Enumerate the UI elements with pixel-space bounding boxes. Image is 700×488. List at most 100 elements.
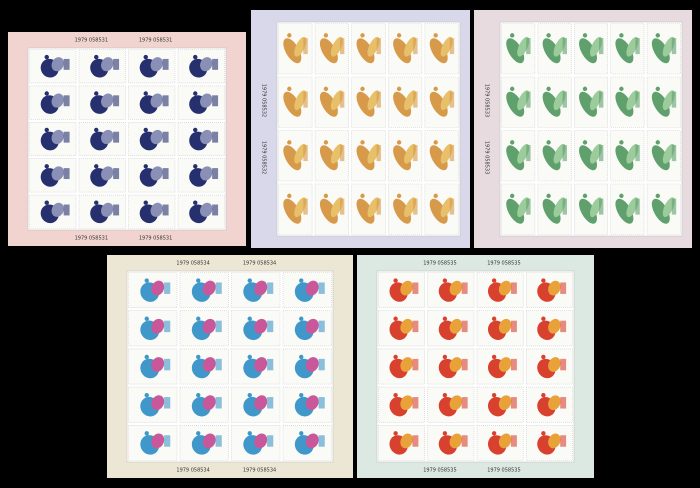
athlete-head — [491, 392, 497, 398]
athlete-figure — [579, 38, 597, 64]
athlete-head — [541, 392, 546, 398]
stamp-inscription — [560, 435, 567, 447]
athlete-figure — [356, 91, 375, 117]
athlete-head — [393, 354, 398, 360]
athlete-head — [393, 392, 398, 398]
athlete-figure — [200, 129, 213, 145]
athlete-head — [442, 316, 448, 321]
athlete-figure — [615, 145, 634, 171]
athlete-head — [144, 431, 149, 436]
athlete-figure — [542, 91, 561, 117]
athlete-figure — [294, 143, 307, 164]
stamp-inscription — [339, 91, 345, 108]
sheet-number: 1979 058531 — [75, 38, 108, 44]
sheet-number: 1979 058534 — [243, 468, 276, 474]
athlete-head — [196, 354, 201, 360]
athlete-head — [143, 54, 148, 60]
athlete-figure — [330, 197, 343, 218]
athlete-head — [299, 392, 304, 398]
athlete-figure — [440, 143, 453, 164]
athlete-figure — [151, 318, 165, 334]
athlete-figure — [626, 143, 639, 164]
athlete-head — [442, 431, 448, 436]
athlete-figure — [615, 38, 634, 64]
athlete-figure — [548, 280, 561, 296]
athlete-head — [143, 164, 148, 169]
stamp-inscription — [510, 358, 517, 371]
stamp-inscription — [412, 320, 419, 333]
athlete-figure — [498, 280, 512, 296]
stamp-inscription — [526, 38, 531, 55]
stamp-inscription — [339, 145, 345, 162]
athlete-head — [144, 392, 149, 398]
athlete-head — [546, 140, 551, 145]
stamp-inscription — [215, 358, 222, 371]
sheet-number: 1979 058535 — [423, 468, 456, 474]
stamp-inscription — [526, 145, 531, 162]
athlete-head — [299, 316, 304, 321]
athlete-figure — [294, 197, 307, 218]
athlete-head — [442, 392, 448, 398]
stamp-inscription — [339, 198, 345, 215]
stamp-inscription — [303, 91, 308, 108]
athlete-figure — [319, 198, 338, 224]
athlete-head — [360, 33, 365, 38]
athlete-figure — [202, 395, 216, 411]
stamp-inscription — [599, 91, 604, 108]
sheet-number: 1979 058534 — [176, 468, 209, 474]
stamp-inscription — [526, 198, 531, 215]
athlete-figure — [150, 202, 163, 217]
athlete-head — [433, 193, 438, 199]
athlete-figure — [579, 198, 597, 224]
stamp-inscription — [164, 282, 171, 294]
athlete-head — [299, 278, 304, 283]
athlete-figure — [202, 357, 216, 372]
athlete-figure — [200, 166, 213, 181]
athlete-head — [510, 140, 515, 145]
athlete-figure — [294, 90, 307, 111]
athlete-figure — [589, 90, 603, 111]
stamp-inscription — [635, 38, 640, 55]
athlete-head — [396, 193, 402, 199]
athlete-head — [655, 140, 660, 145]
stamp-inscription — [162, 204, 169, 216]
athlete-figure — [150, 57, 163, 72]
stamp-inscription — [412, 358, 419, 371]
athlete-figure — [440, 36, 453, 57]
stamp-inscription — [412, 397, 419, 409]
stamp-inscription — [510, 397, 517, 409]
athlete-head — [94, 91, 99, 96]
stamp-inscription — [162, 131, 169, 143]
stamp-inscription — [164, 397, 171, 409]
stamp-inscription — [635, 198, 640, 215]
stamp-inscription — [63, 204, 70, 216]
athlete-head — [193, 91, 198, 96]
stamp-inscription — [113, 131, 120, 143]
athlete-head — [541, 316, 546, 321]
athlete-figure — [305, 318, 319, 334]
athlete-head — [247, 316, 252, 321]
stamp-inscription — [449, 198, 455, 215]
athlete-figure — [404, 197, 417, 218]
athlete-figure — [254, 280, 268, 296]
stamp-inscription — [212, 95, 219, 107]
athlete-figure — [202, 433, 216, 449]
athlete-figure — [151, 357, 165, 372]
athlete-figure — [200, 93, 213, 108]
stamp-inscription — [267, 397, 274, 409]
athlete-figure — [449, 280, 463, 296]
athlete-figure — [51, 202, 64, 217]
stamp-inscription — [560, 320, 567, 333]
athlete-figure — [356, 38, 375, 64]
athlete-head — [541, 278, 546, 283]
athlete-figure — [305, 357, 319, 372]
athlete-head — [655, 33, 660, 38]
stamp-inscription — [510, 435, 517, 447]
athlete-figure — [662, 197, 675, 218]
athlete-head — [94, 164, 99, 169]
athlete-figure — [319, 145, 338, 171]
stamp-inscription — [449, 91, 455, 108]
stamp-inscription — [510, 282, 517, 294]
athlete-figure — [51, 129, 64, 145]
athlete-figure — [548, 357, 561, 372]
